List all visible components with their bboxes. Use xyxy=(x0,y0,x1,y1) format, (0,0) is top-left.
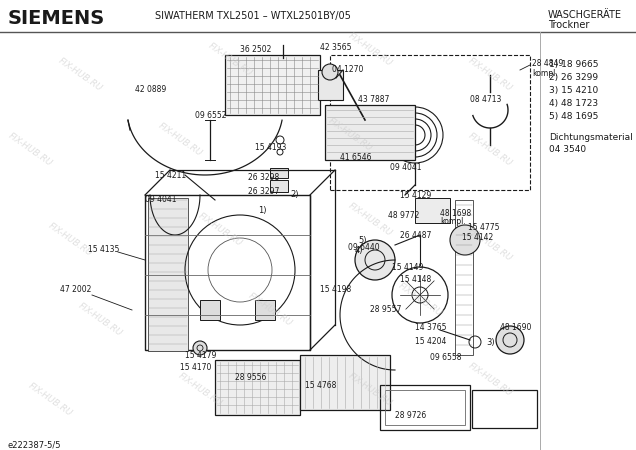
Text: 09 6558: 09 6558 xyxy=(430,354,462,363)
Circle shape xyxy=(496,326,524,354)
Text: FIX-HUB.RU: FIX-HUB.RU xyxy=(466,57,514,94)
Text: 14 3765: 14 3765 xyxy=(415,324,446,333)
Text: FIX-HUB.RU: FIX-HUB.RU xyxy=(347,32,394,68)
Circle shape xyxy=(450,225,480,255)
Text: 04 3540: 04 3540 xyxy=(549,145,586,154)
Bar xyxy=(325,105,415,160)
Text: 15 4775: 15 4775 xyxy=(468,224,499,233)
Text: FIX-HUB.RU: FIX-HUB.RU xyxy=(176,372,224,409)
Text: 41 6546: 41 6546 xyxy=(340,153,371,162)
Bar xyxy=(300,355,390,410)
Text: Dichtungsmaterial: Dichtungsmaterial xyxy=(549,133,633,142)
Text: FIX-HUB.RU: FIX-HUB.RU xyxy=(396,282,444,319)
Text: 28 4849: 28 4849 xyxy=(532,58,563,68)
Text: 09 4041: 09 4041 xyxy=(390,163,422,172)
Text: FIX-HUB.RU: FIX-HUB.RU xyxy=(26,382,74,418)
Text: FIX-HUB.RU: FIX-HUB.RU xyxy=(466,361,514,398)
Text: 43 7887: 43 7887 xyxy=(358,95,389,104)
Text: 1): 1) xyxy=(258,206,266,215)
Text: 5): 5) xyxy=(358,235,366,244)
Text: 15 4148: 15 4148 xyxy=(400,275,431,284)
Text: 1) 18 9665: 1) 18 9665 xyxy=(549,60,598,69)
Text: 09 6552: 09 6552 xyxy=(195,111,226,120)
Text: 15 4170: 15 4170 xyxy=(180,363,211,372)
Text: 15 4149: 15 4149 xyxy=(392,264,424,273)
Text: 26 3297: 26 3297 xyxy=(248,188,279,197)
Bar xyxy=(270,180,288,192)
Text: 09 6440: 09 6440 xyxy=(348,243,380,252)
Text: 28 9557: 28 9557 xyxy=(370,306,401,315)
Text: FIX-HUB.RU: FIX-HUB.RU xyxy=(466,226,514,263)
Text: 15 4768: 15 4768 xyxy=(305,381,336,390)
Bar xyxy=(225,55,320,115)
Text: FIX-HUB.RU: FIX-HUB.RU xyxy=(347,372,394,409)
Circle shape xyxy=(355,240,395,280)
Text: 09 4041: 09 4041 xyxy=(145,195,177,204)
Text: FIX-HUB.RU: FIX-HUB.RU xyxy=(246,292,294,328)
Text: FIX-HUB.RU: FIX-HUB.RU xyxy=(76,302,123,338)
Text: 08 4713: 08 4713 xyxy=(470,95,501,104)
Text: 15 4129: 15 4129 xyxy=(400,190,431,199)
Bar xyxy=(270,168,288,178)
Text: SIWATHERM TXL2501 – WTXL2501BY/05: SIWATHERM TXL2501 – WTXL2501BY/05 xyxy=(155,11,351,21)
Text: FIX-HUB.RU: FIX-HUB.RU xyxy=(326,117,374,153)
Bar xyxy=(255,300,275,320)
Text: 26 4487: 26 4487 xyxy=(400,230,431,239)
Text: 28 9726: 28 9726 xyxy=(395,410,426,419)
Text: FIX-HUB.RU: FIX-HUB.RU xyxy=(347,202,394,238)
Circle shape xyxy=(193,341,207,355)
Text: 15 4179: 15 4179 xyxy=(185,351,216,360)
Bar xyxy=(200,300,220,320)
Text: 2): 2) xyxy=(290,190,298,199)
Text: 15 4193: 15 4193 xyxy=(255,144,286,153)
Circle shape xyxy=(322,64,338,80)
Text: 26 3298: 26 3298 xyxy=(248,174,279,183)
Text: 04 1270: 04 1270 xyxy=(332,66,363,75)
Text: FIX-HUB.RU: FIX-HUB.RU xyxy=(466,131,514,168)
Text: 28 9556: 28 9556 xyxy=(235,374,266,382)
Text: 42 0889: 42 0889 xyxy=(135,86,166,94)
Text: 4): 4) xyxy=(355,246,364,255)
Bar xyxy=(472,390,537,428)
Text: e222387-5/5: e222387-5/5 xyxy=(8,440,62,449)
Bar xyxy=(380,385,470,430)
Text: Trockner: Trockner xyxy=(548,20,590,30)
Text: 15 4211: 15 4211 xyxy=(155,171,186,180)
Text: FIX-HUB.RU: FIX-HUB.RU xyxy=(6,131,53,168)
Text: 48 1690: 48 1690 xyxy=(500,324,531,333)
Text: 5) 48 1695: 5) 48 1695 xyxy=(549,112,598,121)
Text: 42 3565: 42 3565 xyxy=(320,44,352,53)
Text: 3) 15 4210: 3) 15 4210 xyxy=(549,86,598,95)
Bar xyxy=(215,360,300,415)
Text: 15 4204: 15 4204 xyxy=(415,338,446,346)
Text: WASCHGERÄTE: WASCHGERÄTE xyxy=(548,10,622,20)
Text: 2) 26 3299: 2) 26 3299 xyxy=(549,73,598,82)
Text: 48 1698: 48 1698 xyxy=(440,208,471,217)
Bar xyxy=(318,70,343,100)
Text: 36 2502: 36 2502 xyxy=(240,45,272,54)
Bar xyxy=(455,200,473,355)
Bar xyxy=(148,198,188,351)
Text: kompl.: kompl. xyxy=(532,68,558,77)
Text: FIX-HUB.RU: FIX-HUB.RU xyxy=(57,57,104,94)
Text: FIX-HUB.RU: FIX-HUB.RU xyxy=(46,221,93,258)
Text: 15 4142: 15 4142 xyxy=(462,234,494,243)
Text: 47 2002: 47 2002 xyxy=(60,285,92,294)
Bar xyxy=(145,195,310,350)
Text: kompl.: kompl. xyxy=(440,217,466,226)
Text: 15 4135: 15 4135 xyxy=(88,246,120,255)
Bar xyxy=(330,55,530,190)
Text: 3): 3) xyxy=(486,338,495,346)
Text: FIX-HUB.RU: FIX-HUB.RU xyxy=(156,122,204,158)
Text: 4) 48 1723: 4) 48 1723 xyxy=(549,99,598,108)
Text: SIEMENS: SIEMENS xyxy=(8,9,105,27)
Text: 48 9772: 48 9772 xyxy=(388,211,419,220)
Bar xyxy=(415,198,450,223)
Text: FIX-HUB.RU: FIX-HUB.RU xyxy=(197,212,244,248)
Bar xyxy=(385,390,465,425)
Text: FIX-HUB.RU: FIX-HUB.RU xyxy=(206,41,254,78)
Text: 15 4198: 15 4198 xyxy=(320,285,351,294)
